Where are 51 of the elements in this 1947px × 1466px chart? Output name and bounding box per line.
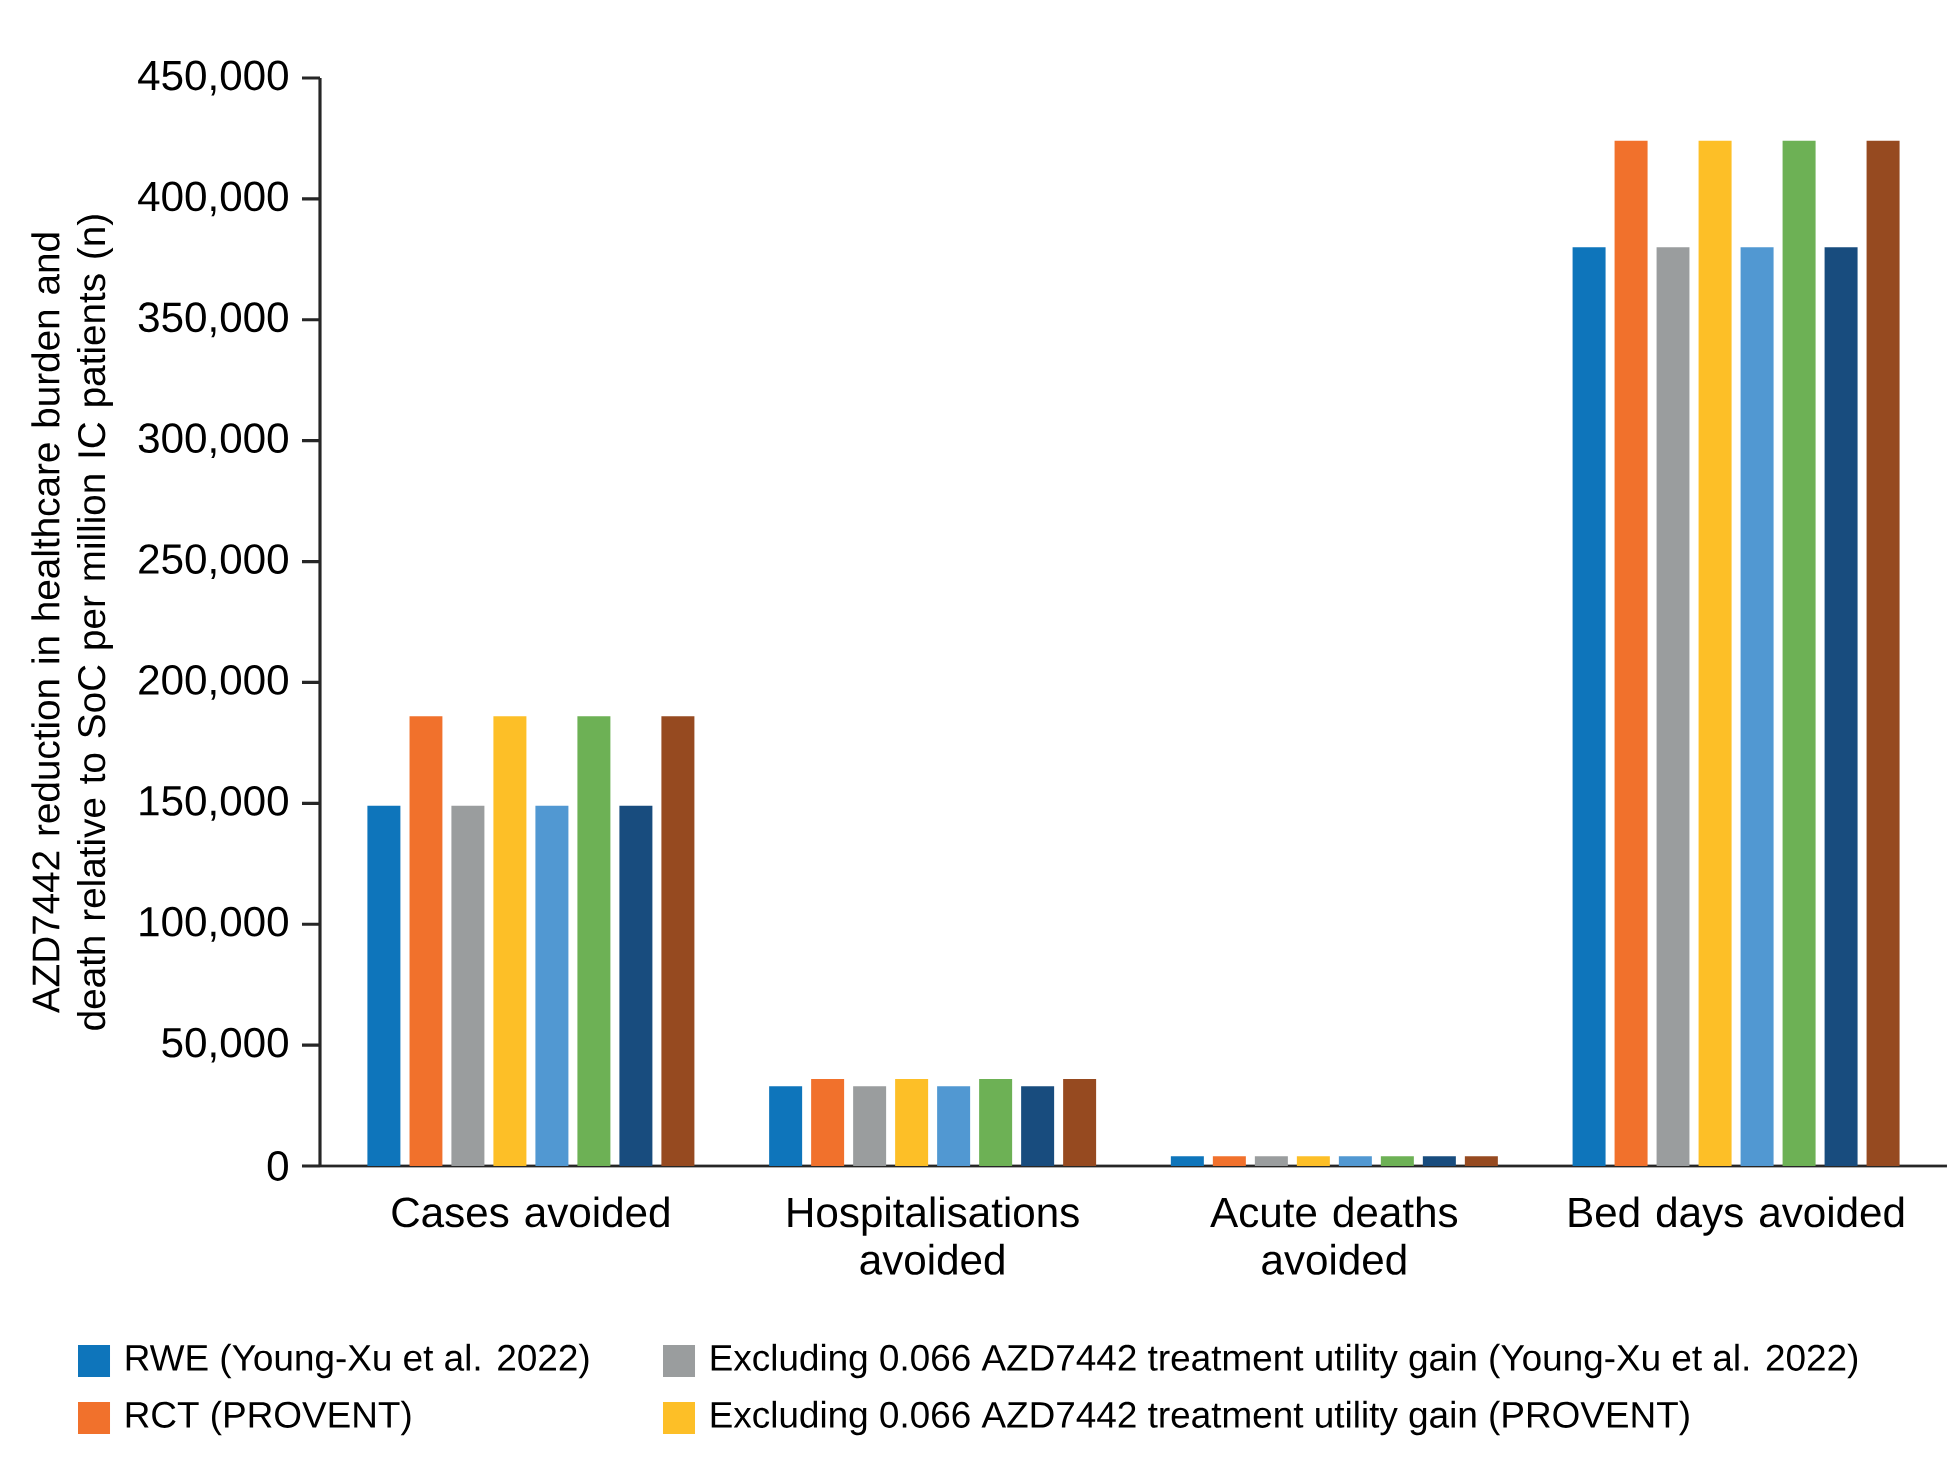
y-tick-label: 0 — [267, 1151, 288, 1181]
bar — [1824, 247, 1858, 1166]
bar — [535, 805, 569, 1166]
bar — [1698, 140, 1732, 1166]
bar — [1338, 1156, 1372, 1166]
x-tick-label: Hospitalisations avoided — [788, 1196, 1079, 1275]
legend-label: RCT (PROVENT) — [126, 1400, 411, 1436]
y-tick-label: 150,000 — [140, 785, 288, 821]
bar — [1572, 247, 1606, 1166]
y-tick-label: 400,000 — [138, 181, 288, 217]
y-tick-label: 450,000 — [138, 60, 288, 96]
bar — [1296, 1156, 1330, 1166]
y-tick-label: 300,000 — [138, 423, 288, 459]
bar — [1656, 247, 1690, 1166]
bar — [1614, 140, 1648, 1166]
bar — [1254, 1156, 1288, 1166]
y-axis-title: AZD7442 reduction in healthcare burden and death relative to SoC per million IC patients (n) — [31, 215, 113, 1030]
y-tick-label: 100,000 — [140, 906, 288, 942]
x-tick-label: Cases avoided — [392, 1196, 669, 1228]
bar — [979, 1078, 1013, 1166]
bar — [577, 716, 611, 1166]
x-tick-label: Acute deaths avoided — [1210, 1196, 1458, 1275]
bar — [409, 716, 443, 1166]
bar — [1464, 1156, 1498, 1166]
bar — [619, 805, 653, 1166]
bar — [367, 805, 401, 1166]
bar — [853, 1086, 887, 1166]
bar — [1021, 1086, 1055, 1166]
bar — [1782, 140, 1816, 1166]
bar — [1422, 1156, 1456, 1166]
bar — [451, 805, 485, 1166]
bar — [769, 1086, 803, 1166]
bar — [1740, 247, 1774, 1166]
bar — [1380, 1156, 1414, 1166]
bar — [937, 1086, 971, 1166]
bar — [811, 1078, 845, 1166]
legend-label: Excluding 0.066 AZD7442 treatment utility gain (Young-Xu et al. 2022) — [711, 1343, 1858, 1379]
y-tick-label: 200,000 — [139, 665, 288, 700]
bar — [895, 1078, 929, 1166]
x-tick-label: Bed days avoided — [1569, 1196, 1904, 1236]
y-tick-label: 50,000 — [162, 1027, 288, 1063]
bar — [661, 716, 695, 1166]
bar — [1212, 1156, 1246, 1166]
y-tick-label: 250,000 — [139, 544, 288, 579]
y-tick-label: 350,000 — [138, 302, 288, 338]
bar — [1866, 140, 1900, 1166]
legend-label: Excluding 0.066 AZD7442 treatment utility gain (PROVENT) — [711, 1400, 1689, 1436]
bar — [1170, 1156, 1204, 1166]
bar — [493, 716, 527, 1166]
legend-label: RWE (Young-Xu et al. 2022) — [126, 1343, 589, 1379]
bar — [1063, 1078, 1097, 1166]
